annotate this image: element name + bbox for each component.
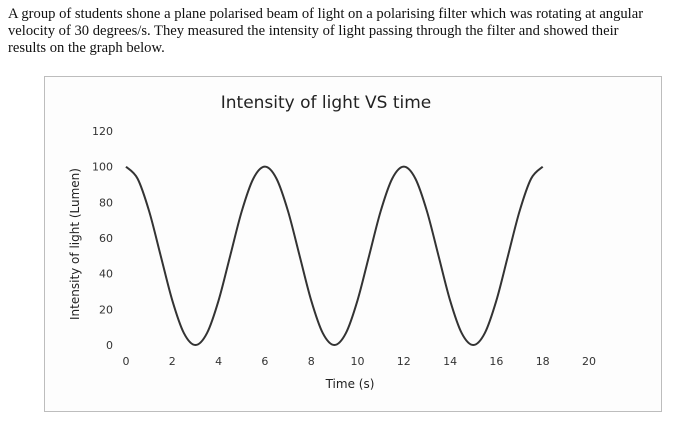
x-tick-label: 16 [489,355,503,368]
chart-frame [44,76,662,412]
y-tick-label: 100 [92,161,113,174]
x-tick-label: 0 [123,355,130,368]
x-tick-label: 12 [397,355,411,368]
x-tick-label: 18 [536,355,550,368]
x-axis-label: Time (s) [325,377,375,391]
x-tick-label: 14 [443,355,457,368]
x-tick-label: 6 [261,355,268,368]
y-tick-label: 60 [99,232,113,245]
series-layer [125,165,544,346]
x-tick-label: 20 [582,355,596,368]
y-tick-label: 0 [106,339,113,352]
x-tick-label: 4 [215,355,222,368]
question-text: A group of students shone a plane polari… [8,6,644,56]
x-tick-label: 8 [308,355,315,368]
intensity-series-line [125,165,544,346]
y-tick-label: 120 [92,125,113,138]
chart-title: Intensity of light VS time [221,93,432,113]
y-tick-label: 80 [99,196,113,209]
x-axis-ticks: 0 2 4 6 8 10 12 14 16 18 20 [123,355,597,368]
y-tick-label: 20 [99,303,113,316]
x-tick-label: 10 [351,355,365,368]
y-tick-label: 40 [99,268,113,281]
y-axis-ticks: 0 20 40 60 80 100 120 [92,125,113,352]
y-axis-label: Intensity of light (Lumen) [68,168,82,320]
x-tick-label: 2 [169,355,176,368]
